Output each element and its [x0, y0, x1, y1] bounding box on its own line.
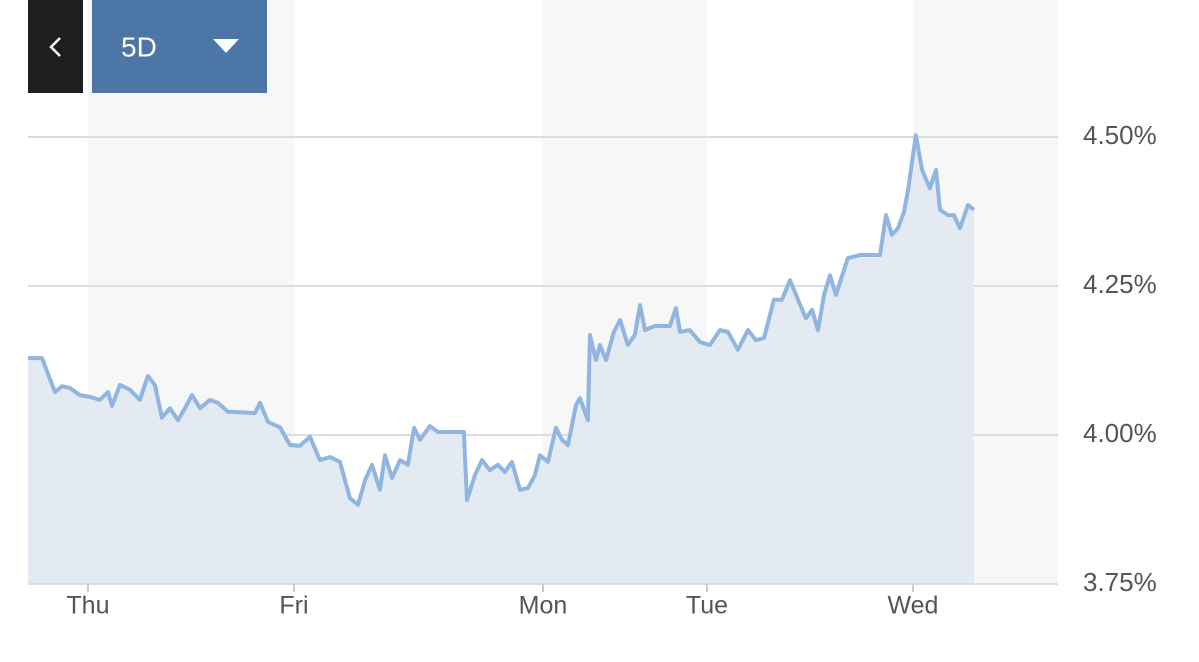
dropdown-arrow — [213, 39, 239, 53]
range-controls: 5D — [28, 0, 267, 93]
range-label: 5D — [121, 31, 157, 62]
y-tick-label: 4.00% — [1083, 418, 1157, 448]
y-tick-label: 4.50% — [1083, 120, 1157, 150]
line — [28, 133, 976, 507]
back-chevron — [49, 37, 61, 57]
y-tick-label: 3.75% — [1083, 567, 1157, 597]
x-tick-label: Fri — [279, 592, 308, 620]
range-dropdown[interactable] — [92, 0, 267, 93]
x-tick-label: Thu — [66, 592, 109, 620]
back-button[interactable] — [28, 0, 83, 93]
x-tick-label: Mon — [519, 592, 568, 620]
day-bands — [87, 0, 1058, 584]
x-tick-label: Tue — [686, 592, 728, 620]
axes: 3.75% 4.00% 4.25% 4.50% Thu Fri Mon Tue Wed — [28, 120, 1157, 620]
y-tick-label: 4.25% — [1083, 269, 1157, 299]
plot — [28, 133, 976, 584]
area — [28, 135, 974, 584]
x-tick-label: Wed — [887, 592, 938, 620]
